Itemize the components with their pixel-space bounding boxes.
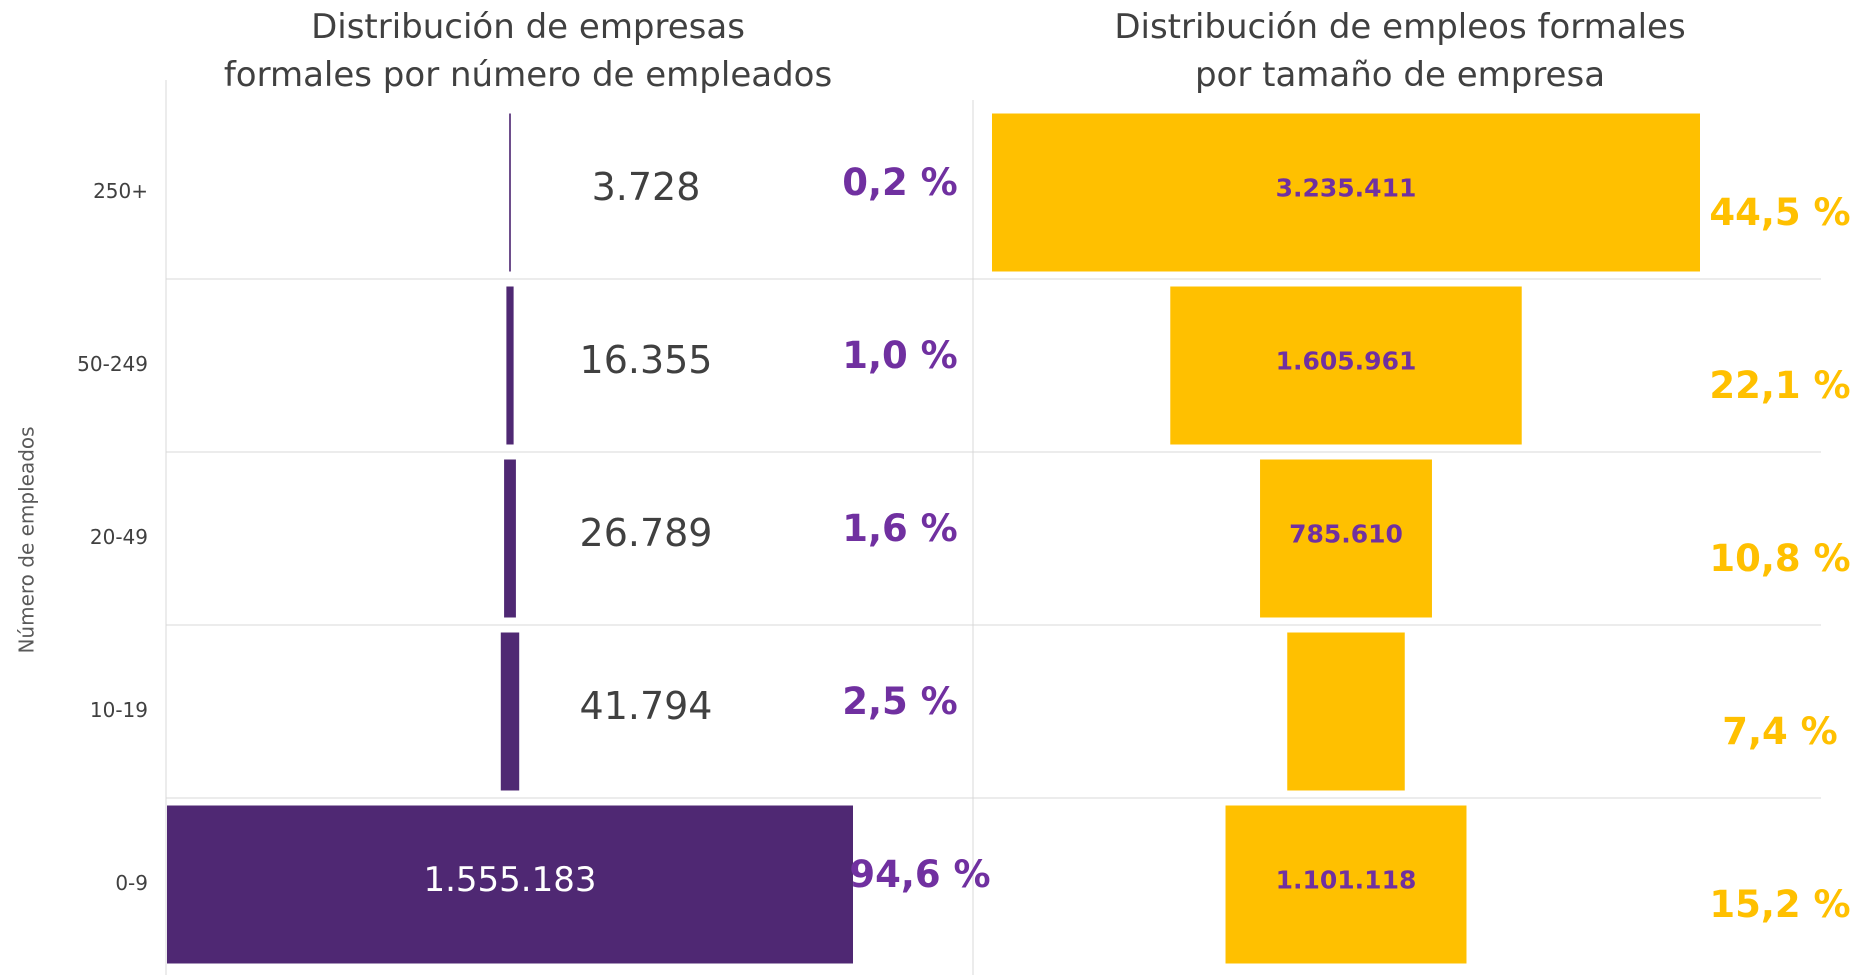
category-label: 250+	[93, 179, 148, 203]
share-label: 94,6 %	[849, 853, 990, 896]
category-label: 0-9	[115, 871, 148, 895]
share-label: 10,8 %	[1709, 537, 1850, 580]
bar	[504, 459, 516, 618]
value-label: 1.555.183	[423, 860, 596, 900]
value-label: 16.355	[580, 338, 713, 382]
chart-title: Distribución de empleos formales por tama…	[1114, 7, 1685, 95]
bar	[506, 286, 514, 445]
bar	[1287, 632, 1405, 791]
share-label: 44,5 %	[1709, 191, 1850, 234]
bar	[1225, 805, 1467, 964]
share-label: 1,6 %	[842, 507, 958, 550]
bar	[1260, 459, 1432, 618]
bar	[992, 113, 1700, 272]
value-label: 1.605.961	[1276, 347, 1417, 376]
share-label: 1,0 %	[842, 334, 958, 377]
value-label: 785.610	[1289, 520, 1403, 549]
share-label: 0,2 %	[842, 161, 958, 204]
chart-title: Distribución de empresas formales por núm…	[224, 7, 832, 95]
bar	[167, 805, 853, 964]
value-label: 26.789	[580, 511, 713, 555]
share-label: 15,2 %	[1709, 883, 1850, 926]
y-axis-label: Número de empleados	[15, 426, 39, 653]
value-label: 41.794	[580, 684, 713, 728]
bar	[1170, 286, 1522, 445]
bar	[500, 632, 520, 791]
share-label: 7,4 %	[1722, 710, 1838, 753]
bar	[509, 113, 511, 272]
value-label: 1.101.118	[1276, 866, 1417, 895]
value-label: 3.235.411	[1276, 174, 1417, 203]
category-label: 50-249	[77, 352, 148, 376]
category-label: 20-49	[90, 525, 148, 549]
share-label: 2,5 %	[842, 680, 958, 723]
value-label: 3.728	[592, 165, 701, 209]
share-label: 22,1 %	[1709, 364, 1850, 407]
category-label: 10-19	[90, 698, 148, 722]
